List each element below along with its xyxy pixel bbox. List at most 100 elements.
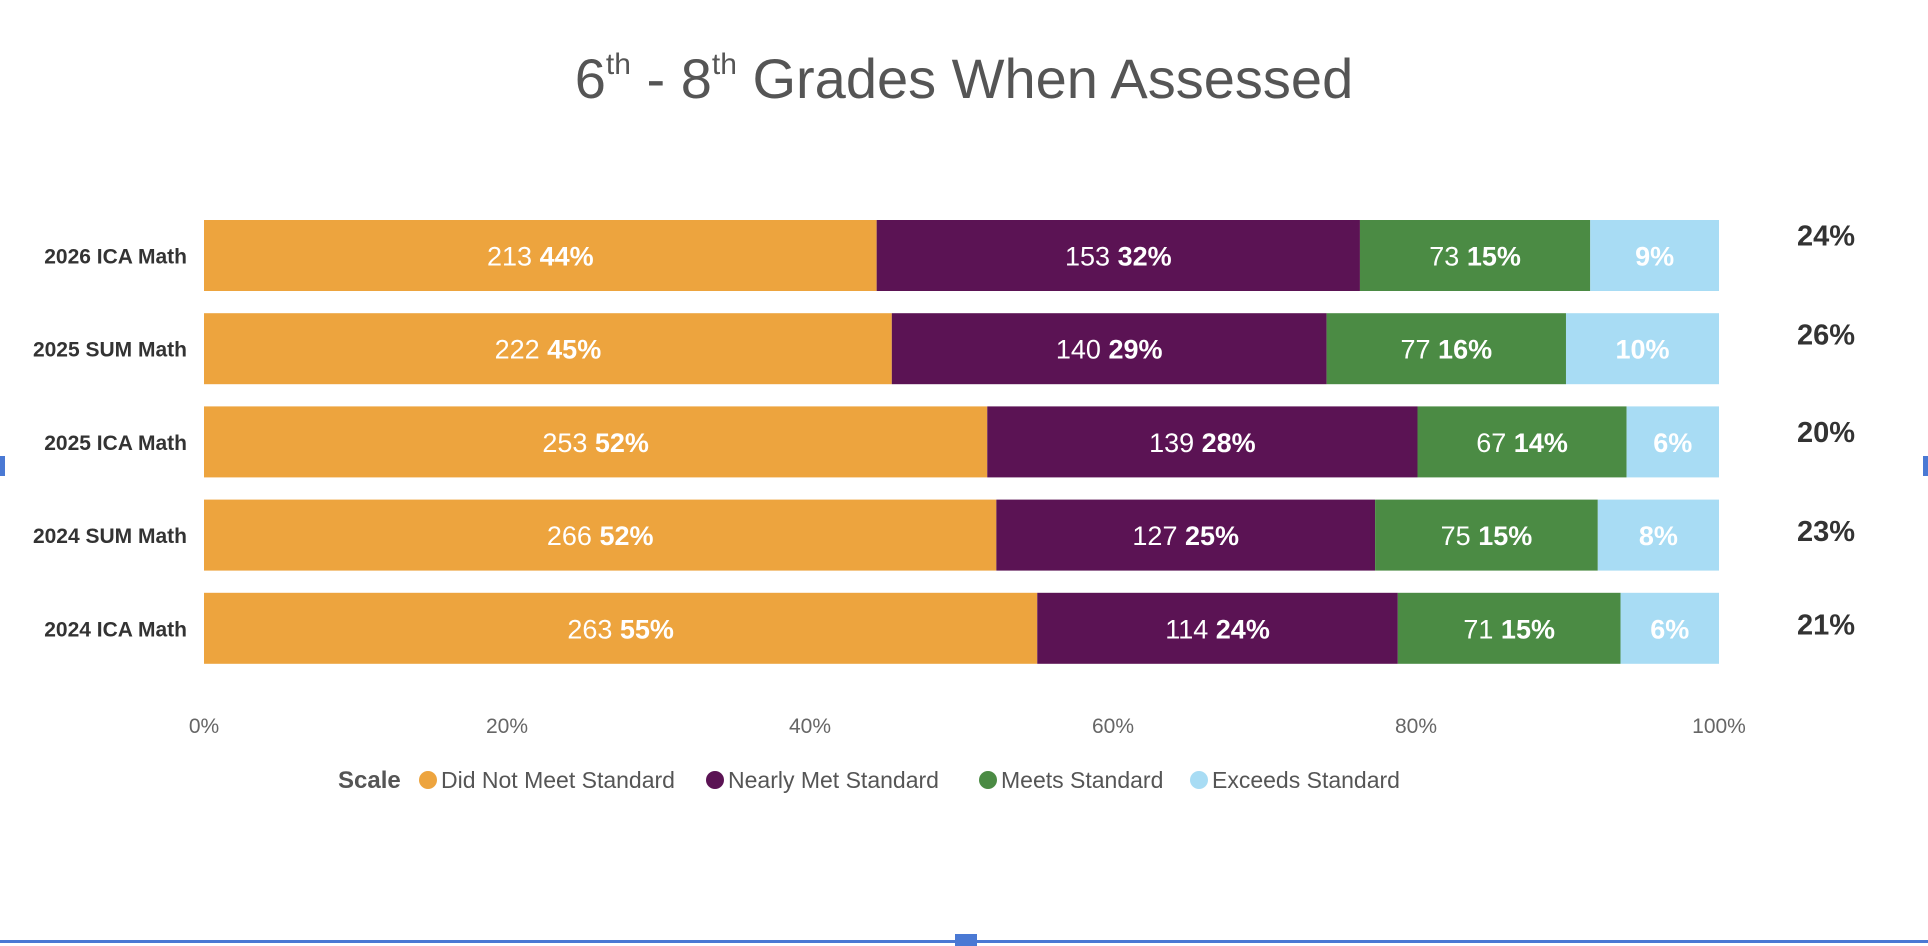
bar-segment (1597, 499, 1719, 571)
segment-count: 266 (547, 521, 592, 551)
category-label: 2024 ICA Math (44, 618, 187, 641)
segment-count: 114 (1165, 614, 1208, 644)
legend-label: Nearly Met Standard (728, 767, 939, 793)
bar-segment (204, 220, 877, 291)
segment-percent: 24% (1216, 614, 1270, 644)
segment-label: 10% (1615, 335, 1669, 365)
segment-count: 77 (1400, 335, 1430, 365)
legend-label: Exceeds Standard (1212, 767, 1400, 793)
legend-label: Did Not Meet Standard (441, 767, 675, 793)
chart-title-part: Grades When Assessed (737, 47, 1353, 110)
segment-spacer (1471, 521, 1479, 551)
segment-percent: 45% (547, 335, 601, 365)
legend-marker (419, 771, 437, 789)
segment-count: 213 (487, 242, 532, 272)
selection-handle-left[interactable] (0, 456, 5, 476)
x-tick-label: 40% (789, 715, 831, 738)
chart-title-superscript: th (712, 48, 737, 81)
bar-segment (987, 406, 1418, 478)
segment-spacer (1194, 428, 1202, 458)
segment-spacer (587, 428, 595, 458)
total-label: 26% (1797, 320, 1855, 352)
bar-segment (1397, 592, 1621, 664)
chart-title-part: - 8 (631, 47, 712, 110)
bar-segment (876, 220, 1360, 291)
selection-handle-bottom[interactable] (955, 934, 977, 946)
x-tick-label: 20% (486, 715, 528, 738)
x-tick-label: 100% (1692, 715, 1746, 738)
segment-count: 73 (1429, 242, 1459, 272)
category-label: 2025 ICA Math (44, 432, 187, 455)
segment-percent: 29% (1108, 335, 1162, 365)
segment-percent: 14% (1514, 428, 1568, 458)
x-axis: 0% 20% 40% 60% 80% 100% (189, 715, 1746, 738)
segment-label: 71 15% (1463, 614, 1555, 644)
segment-count: 139 (1149, 428, 1194, 458)
bar-segment (1037, 592, 1398, 664)
segment-count: 71 (1463, 614, 1493, 644)
segment-percent: 6% (1653, 428, 1692, 458)
segment-count: 263 (567, 614, 612, 644)
chart-title: 6th - 8th Grades When Assessed (575, 47, 1353, 110)
segment-count: 127 (1132, 521, 1177, 551)
segment-percent: 55% (620, 614, 674, 644)
x-tick-label: 80% (1395, 715, 1437, 738)
segment-label: 9% (1635, 242, 1674, 272)
segment-label: 263 55% (567, 614, 674, 644)
segment-spacer (1101, 335, 1109, 365)
segment-label: 6% (1653, 428, 1692, 458)
bar-segment (1620, 592, 1719, 664)
segment-label: 73 15% (1429, 242, 1521, 272)
x-tick-label: 60% (1092, 715, 1134, 738)
segment-percent: 6% (1650, 614, 1689, 644)
segment-percent: 10% (1615, 335, 1669, 365)
chart-title-superscript: th (606, 48, 631, 81)
legend-label: Meets Standard (1001, 767, 1163, 793)
segment-label: 140 29% (1056, 335, 1163, 365)
segment-percent: 44% (540, 242, 594, 272)
category-label: 2025 SUM Math (33, 339, 187, 362)
segment-percent: 25% (1185, 521, 1239, 551)
segment-percent: 52% (595, 428, 649, 458)
segment-label: 253 52% (542, 428, 649, 458)
total-label: 24% (1797, 221, 1855, 253)
category-label: 2026 ICA Math (44, 246, 187, 269)
segment-label: 213 44% (487, 242, 594, 272)
total-label: 20% (1797, 417, 1855, 449)
segment-percent: 16% (1438, 335, 1492, 365)
segment-spacer (532, 242, 540, 272)
segment-label: 6% (1650, 614, 1689, 644)
segment-count: 67 (1476, 428, 1506, 458)
bar-segment (204, 406, 988, 478)
segment-label: 266 52% (547, 521, 654, 551)
segment-count: 140 (1056, 335, 1101, 365)
bar-segment (1590, 220, 1719, 291)
chart-title-part: 6 (575, 47, 606, 110)
segment-label: 127 25% (1132, 521, 1239, 551)
legend-marker (1190, 771, 1208, 789)
segment-count: 222 (495, 335, 540, 365)
segment-spacer (1459, 242, 1467, 272)
bar-segment (1417, 406, 1627, 478)
segment-label: 75 15% (1441, 521, 1533, 551)
segment-spacer (592, 521, 600, 551)
segment-percent: 9% (1635, 242, 1674, 272)
selection-handle-right[interactable] (1923, 456, 1928, 476)
segment-percent: 28% (1202, 428, 1256, 458)
segment-spacer (540, 335, 548, 365)
bar-segment (996, 499, 1376, 571)
segment-percent: 52% (599, 521, 653, 551)
legend-title: Scale (338, 767, 401, 794)
segment-spacer (1110, 242, 1118, 272)
segment-label: 77 16% (1400, 335, 1492, 365)
segment-spacer (1208, 614, 1216, 644)
legend-marker (979, 771, 997, 789)
segment-percent: 15% (1478, 521, 1532, 551)
bar-segment (204, 313, 892, 385)
bar-segment (891, 313, 1327, 385)
bar-segment (1359, 220, 1591, 291)
segment-spacer (612, 614, 620, 644)
segment-percent: 15% (1501, 614, 1555, 644)
legend-marker (706, 771, 724, 789)
